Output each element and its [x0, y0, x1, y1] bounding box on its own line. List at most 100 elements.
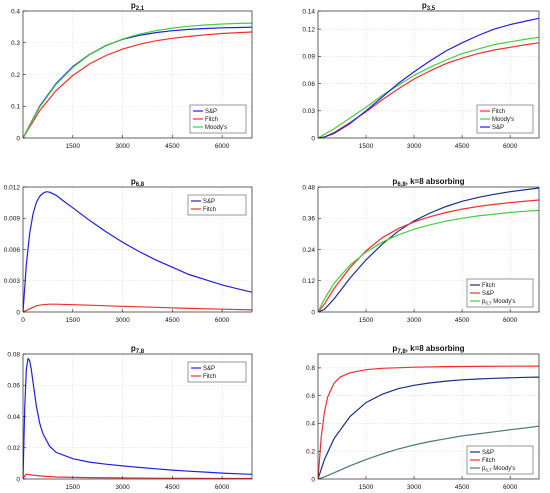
x-tick-label: 6000	[215, 143, 230, 150]
legend-entry: Fitch	[492, 109, 505, 115]
chart-title: p3,5	[422, 1, 436, 12]
y-tick-label: 0.06	[302, 81, 315, 88]
x-tick-label: 3000	[115, 317, 130, 324]
y-tick-label: 0	[16, 309, 20, 316]
x-tick-label: 4500	[455, 317, 470, 324]
x-tick-label: 4500	[165, 484, 180, 491]
y-tick-label: 0.09	[302, 54, 315, 61]
legend: S&P Fitch	[187, 361, 247, 383]
y-tick-label: 0.1	[11, 104, 20, 111]
chart-panel-6: 1500 3000 4500 6000 0 0.2 0.4 0.6 0.8 p7,8, k=8 a…	[306, 344, 540, 491]
y-tick-label: 0.3	[11, 40, 20, 47]
legend-entry: S&P	[482, 450, 494, 456]
legend-entry: S&P	[203, 199, 215, 205]
y-tick-label: 0	[16, 135, 20, 142]
legend: S&P Fitch	[187, 194, 247, 216]
x-tick-label: 3000	[115, 484, 130, 491]
legend-box	[187, 361, 247, 383]
legend-entry: S&P	[492, 125, 504, 131]
x-tick-label: 1500	[66, 143, 81, 150]
x-tick-label: 3000	[407, 484, 422, 491]
y-tick-label: 0.24	[302, 247, 315, 254]
y-tick-label: 0.48	[302, 184, 315, 191]
chart-title: p6,8	[131, 177, 145, 188]
y-tick-label: 0.006	[4, 247, 21, 254]
y-tick-label: 0.06	[7, 383, 20, 390]
legend: Fitch S&P p6,7 Moody's	[466, 278, 534, 308]
y-tick-label: 0.08	[7, 351, 20, 358]
chart-title: p2,1	[131, 1, 145, 12]
x-tick-label: 4500	[165, 317, 180, 324]
legend-entry: p6,7 Moody's	[482, 466, 515, 473]
y-tick-label: 0.04	[7, 414, 20, 421]
legend-entry: Fitch	[203, 207, 216, 213]
legend-entry: S&P	[482, 291, 494, 297]
y-tick-label: 0.6	[306, 393, 315, 400]
chart-panel-3: 0 1500 3000 4500 6000 0 0.003 0.006 0.009 0.012 p6…	[4, 177, 253, 324]
legend-entry: S&P	[203, 366, 215, 372]
y-tick-label: 0.003	[4, 278, 21, 285]
y-tick-label: 0.2	[306, 449, 315, 456]
y-tick-label: 0	[16, 476, 20, 483]
legend-entry: Fitch	[205, 117, 218, 123]
legend-entry: p6,7 Moody's	[482, 299, 515, 306]
series-line-2	[318, 365, 539, 479]
y-tick-label: 0.009	[4, 216, 21, 223]
series-line-1	[23, 357, 252, 479]
series-line-3	[23, 22, 252, 138]
legend-box	[466, 445, 534, 475]
x-tick-label: 4500	[455, 484, 470, 491]
x-tick-label: 4500	[455, 143, 470, 150]
y-tick-label: 0.4	[11, 8, 20, 15]
x-tick-label: 3000	[115, 143, 130, 150]
legend-entry: Fitch	[482, 458, 495, 464]
legend-box	[187, 194, 247, 216]
y-tick-label: 0.2	[11, 72, 20, 79]
y-tick-label: 0.03	[302, 108, 315, 115]
series-line-2	[23, 303, 252, 312]
series-line-1	[23, 191, 252, 312]
series-line-1	[318, 187, 539, 312]
y-tick-label: 0.4	[306, 421, 315, 428]
x-tick-label: 6000	[503, 484, 518, 491]
y-tick-label: 0	[311, 309, 315, 316]
series-line-3	[318, 17, 539, 138]
y-tick-label: 0.12	[302, 26, 315, 33]
series-line-2	[318, 36, 539, 138]
y-tick-label: 0.012	[4, 184, 21, 191]
legend: S&P Fitch p6,7 Moody's	[466, 445, 534, 475]
chart-panel-1: 1500 3000 4500 6000 0 0.1 0.2 0.3 0.4 p2,1 S&P Fitc…	[11, 1, 253, 150]
x-tick-label: 1500	[66, 317, 81, 324]
series-line-2	[23, 473, 252, 479]
legend: Fitch Moody's S&P	[476, 104, 534, 134]
x-tick-label: 3000	[407, 143, 422, 150]
y-tick-label: 0.8	[306, 365, 315, 372]
series-line-2	[318, 199, 539, 312]
y-tick-label: 0.36	[302, 216, 315, 223]
x-tick-label: 0	[21, 317, 25, 324]
chart-title: p7,8	[131, 344, 145, 355]
legend-entry: Moody's	[205, 125, 227, 131]
chart-title: p6,8, k=8 absorbing	[392, 177, 464, 188]
series-line-1	[23, 26, 252, 138]
y-tick-label: 0	[311, 135, 315, 142]
legend: S&P Fitch Moody's	[189, 104, 247, 134]
series-line-3	[318, 209, 539, 312]
x-tick-label: 6000	[503, 143, 518, 150]
series-line-1	[318, 376, 539, 479]
legend-entry: Fitch	[482, 283, 495, 289]
x-tick-label: 4500	[165, 143, 180, 150]
chart-title: p7,8, k=8 absorbing	[392, 344, 464, 355]
series-line-2	[23, 31, 252, 138]
y-tick-label: 0.02	[7, 445, 20, 452]
chart-panel-5: 1500 3000 4500 6000 0 0.02 0.04 0.06 0.08 p7,8 S&P…	[7, 344, 253, 491]
axes-frame	[317, 10, 540, 139]
y-tick-label: 0	[311, 476, 315, 483]
x-tick-label: 1500	[359, 484, 374, 491]
series-line-3	[318, 425, 539, 479]
x-tick-label: 1500	[66, 484, 81, 491]
x-tick-label: 1500	[359, 317, 374, 324]
x-tick-label: 1500	[359, 143, 374, 150]
x-tick-label: 3000	[407, 317, 422, 324]
